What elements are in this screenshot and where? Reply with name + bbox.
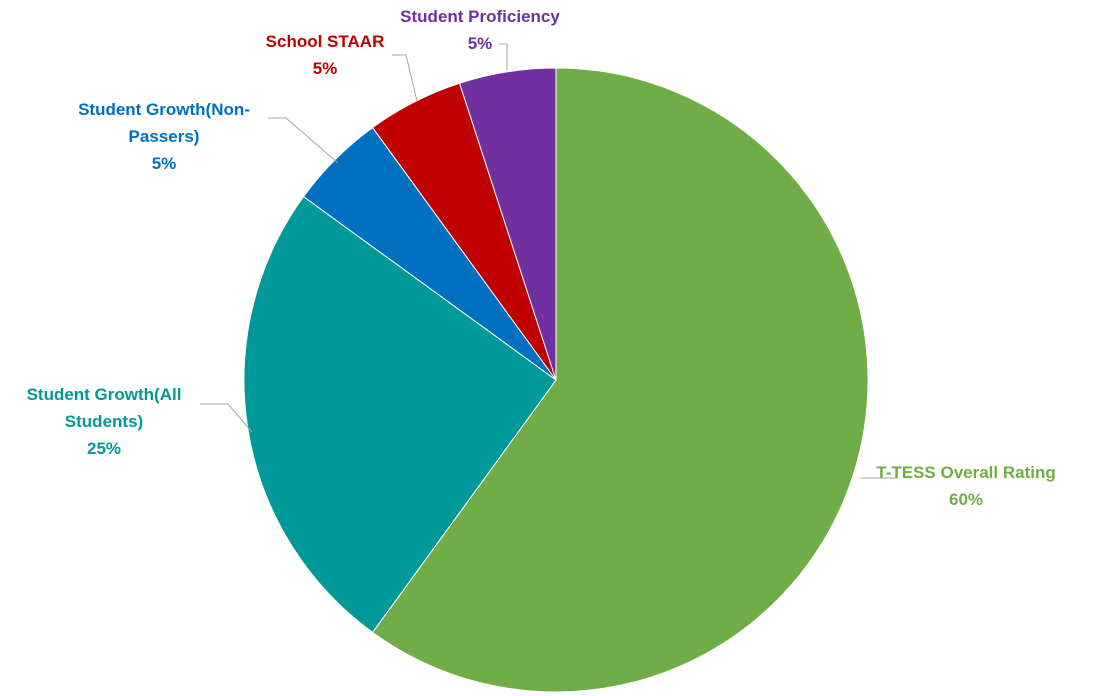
pie-slice-student-proficiency [458,67,557,381]
data-label: School STAAR 5% [266,32,385,78]
data-label-percent: 5% [152,154,177,173]
data-label-category: Passers) [129,127,200,146]
data-label-percent: 25% [87,439,121,458]
data-label: Student Proficiency 5% [400,7,560,53]
pie-slices [243,67,869,693]
data-labels: T-TESS Overall Rating 60% Student Growth(A… [27,7,1056,509]
leader-line [268,117,339,164]
data-label: T-TESS Overall Rating 60% [876,463,1056,509]
data-label-category: Student Growth(All [27,385,182,404]
data-label: Student Growth(Non- Passers) 5% [78,100,250,173]
data-label-category: T-TESS Overall Rating [876,463,1056,482]
data-label-percent: 5% [468,34,493,53]
leader-line [200,403,253,433]
data-label-percent: 60% [949,490,983,509]
leader-lines [200,43,898,479]
pie-slice-t-tess-overall-rating [371,67,869,693]
data-label: Student Growth(All Students) 25% [27,385,182,458]
leader-line [392,54,418,102]
data-label-category: School STAAR [266,32,385,51]
data-label-category: Student Proficiency [400,7,560,26]
data-label-percent: 5% [313,59,338,78]
data-label-category: Students) [65,412,143,431]
data-label-category: Student Growth(Non- [78,100,250,119]
leader-line [499,43,508,70]
pie-slice-student-growth-all-students [243,195,557,634]
